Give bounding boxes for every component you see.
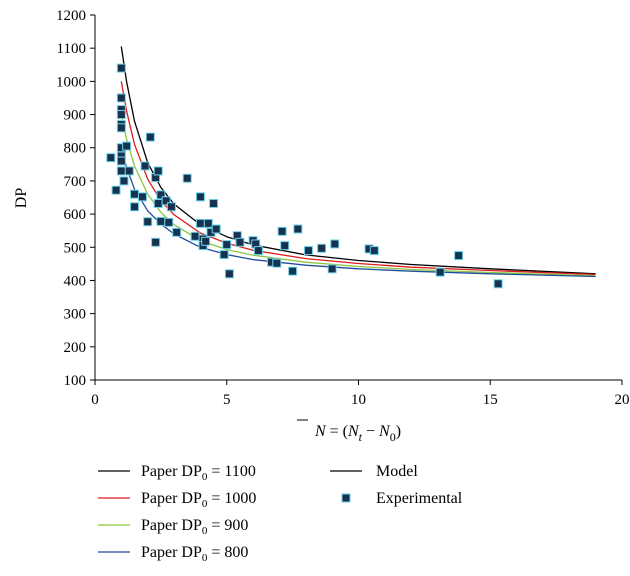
data-point: [190, 231, 200, 241]
data-point: [222, 240, 232, 250]
series-line: [120, 147, 596, 278]
x-axis-title-text: N = (Nt − N0): [314, 423, 401, 444]
x-tick-label: 5: [223, 392, 231, 408]
legend-swatch: [341, 493, 351, 503]
data-point: [151, 237, 161, 247]
data-point: [303, 246, 313, 256]
legend-item: Paper DP0 = 1000: [98, 490, 256, 510]
legend-item: Paper DP0 = 800: [98, 544, 248, 564]
data-point: [145, 132, 155, 142]
data-point: [195, 192, 205, 202]
data-point: [235, 237, 245, 247]
x-tick-label: 15: [483, 392, 498, 408]
legend-item: Paper DP0 = 900: [98, 517, 248, 537]
data-point: [219, 250, 229, 260]
x-tick-label: 10: [351, 392, 366, 408]
x-ticks: 0 5 10 15 20: [91, 380, 630, 408]
y-tick-label: 500: [64, 240, 87, 256]
data-point: [327, 264, 337, 274]
plot-area: [106, 46, 596, 289]
data-point: [454, 251, 464, 261]
y-tick-label: 400: [64, 273, 87, 289]
data-point: [116, 63, 126, 73]
data-point: [122, 141, 132, 151]
data-point: [106, 153, 116, 163]
y-tick-label: 1000: [56, 74, 86, 90]
data-point: [140, 161, 150, 171]
data-point: [116, 166, 126, 176]
data-point: [288, 266, 298, 276]
data-point: [116, 93, 126, 103]
y-tick-label: 100: [64, 373, 87, 389]
y-tick-label: 600: [64, 207, 87, 223]
series-lines: [120, 46, 596, 278]
legend-label: Model: [376, 463, 418, 480]
data-point: [143, 217, 153, 227]
legend-item: Paper DP0 = 1100: [98, 463, 256, 483]
legend-label: Paper DP0 = 1100: [141, 463, 256, 483]
legend: Paper DP0 = 1100 Paper DP0 = 1000 Paper DP…: [98, 463, 463, 564]
data-point: [493, 279, 503, 289]
data-point: [156, 190, 166, 200]
y-tick-label: 700: [64, 174, 87, 190]
series-line: [120, 114, 596, 277]
data-point: [130, 189, 140, 199]
data-point: [253, 246, 263, 256]
y-tick-label: 1200: [56, 8, 86, 24]
legend-label: Paper DP0 = 1000: [141, 490, 256, 510]
data-point: [153, 198, 163, 208]
data-point: [116, 110, 126, 120]
data-point: [224, 269, 234, 279]
legend-item: Model: [330, 463, 418, 480]
x-tick-label: 20: [615, 392, 630, 408]
data-point: [111, 185, 121, 195]
y-tick-label: 900: [64, 108, 87, 124]
data-points: [106, 63, 503, 289]
data-point: [182, 173, 192, 183]
y-tick-label: 1100: [57, 41, 86, 57]
data-point: [161, 196, 171, 206]
data-point: [293, 224, 303, 234]
y-tick-label: 300: [64, 307, 87, 323]
legend-label: Paper DP0 = 900: [141, 517, 248, 537]
data-point: [211, 224, 221, 234]
legend-label: Experimental: [376, 490, 463, 507]
y-ticks: 100 200 300 400 500 600 700 800 900 1000 1100 1200: [56, 8, 95, 389]
legend-item: Experimental: [341, 490, 463, 507]
data-point: [124, 166, 134, 176]
axes: 0 5 10 15 20 100 200 300 400 500 600 700 800 900 1000…: [56, 8, 630, 408]
data-point: [272, 258, 282, 268]
data-point: [166, 202, 176, 212]
data-point: [435, 267, 445, 277]
data-point: [201, 236, 211, 246]
data-point: [203, 218, 213, 228]
data-point: [277, 226, 287, 236]
data-point: [137, 192, 147, 202]
data-point: [153, 166, 163, 176]
data-point: [280, 241, 290, 251]
y-tick-label: 800: [64, 141, 87, 157]
data-point: [369, 246, 379, 256]
data-point: [116, 156, 126, 166]
x-tick-label: 0: [91, 392, 99, 408]
legend-label: Paper DP0 = 800: [141, 544, 248, 564]
y-axis-title: DP: [13, 188, 30, 209]
data-point: [330, 239, 340, 249]
series-line: [120, 81, 596, 276]
x-axis-title: N = (Nt − N0): [297, 419, 401, 444]
data-point: [116, 123, 126, 133]
data-point: [164, 217, 174, 227]
data-point: [119, 176, 129, 186]
y-tick-label: 200: [64, 340, 87, 356]
data-point: [172, 227, 182, 237]
data-point: [130, 202, 140, 212]
data-point: [209, 198, 219, 208]
data-point: [317, 243, 327, 253]
data-point: [195, 218, 205, 228]
data-point: [156, 216, 166, 226]
